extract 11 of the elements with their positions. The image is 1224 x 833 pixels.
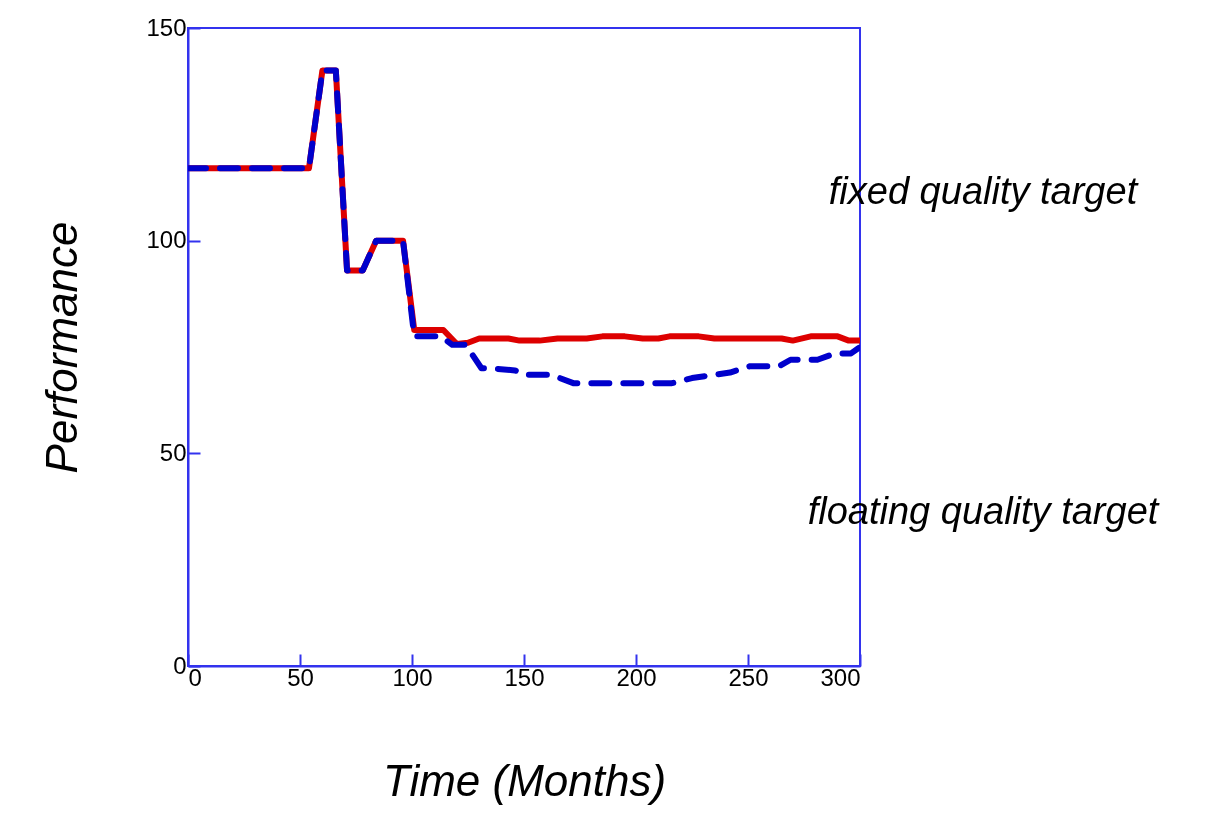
- x-tick-label: 100: [392, 663, 433, 691]
- y-tick-label: 100: [146, 226, 187, 254]
- x-tick-label: 200: [616, 663, 657, 691]
- x-tick-label: 50: [287, 663, 314, 691]
- x-tick-label: 300: [820, 663, 861, 691]
- y-tick-label: 150: [146, 13, 187, 41]
- y-tick-label: 50: [159, 438, 187, 466]
- x-axis-title: Time (Months): [382, 755, 667, 805]
- x-tick-label: 250: [728, 663, 769, 691]
- x-tick-label: 150: [504, 663, 545, 691]
- y-axis-title: Performance: [37, 221, 87, 474]
